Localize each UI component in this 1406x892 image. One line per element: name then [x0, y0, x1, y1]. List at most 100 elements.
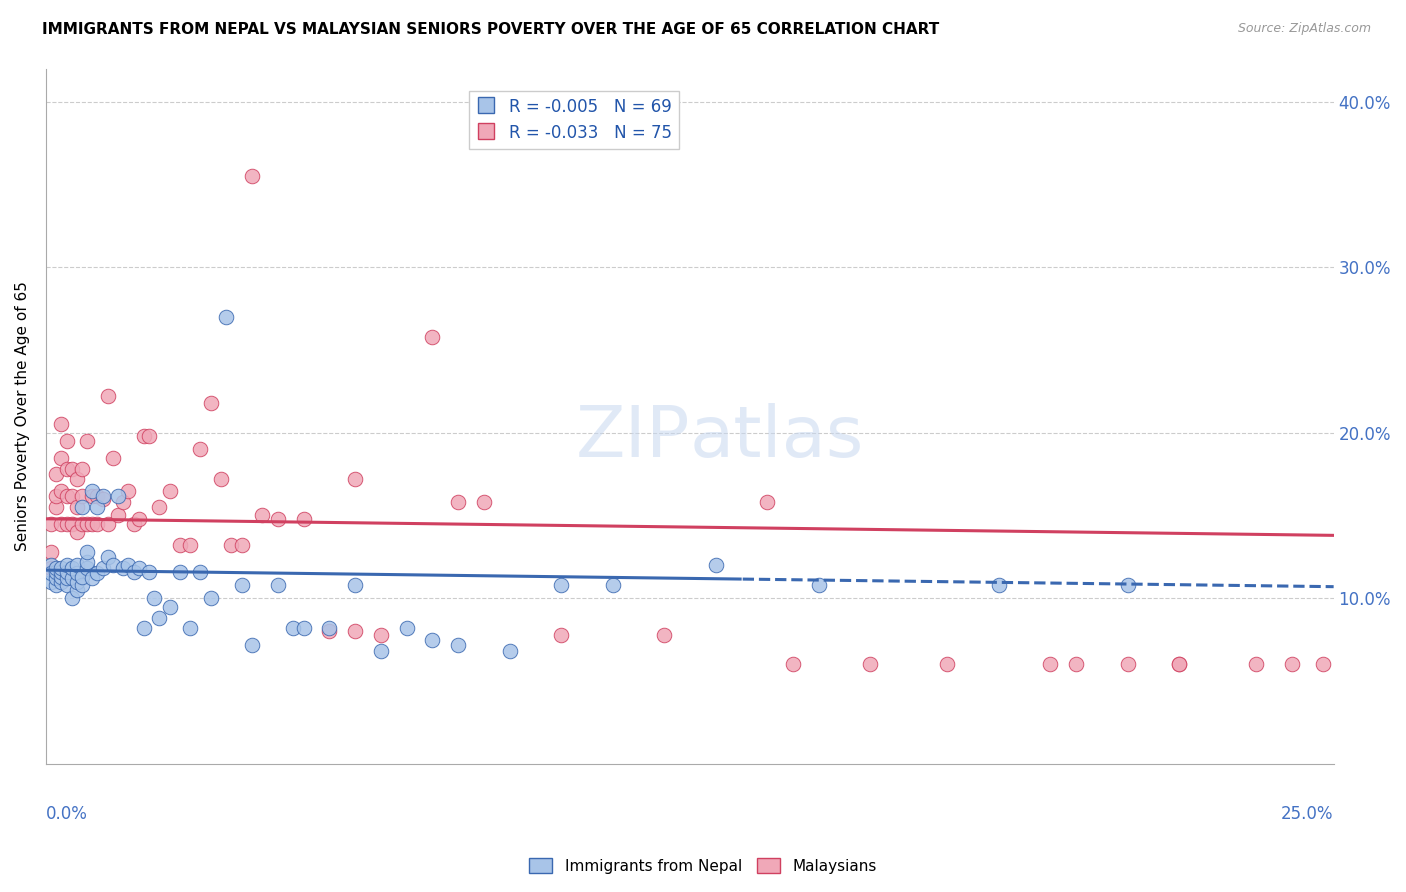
- Point: [1039, 657, 1062, 672]
- Point: [70, 516, 93, 531]
- Point: [60, 571, 83, 585]
- Point: [292, 621, 315, 635]
- Legend: Immigrants from Nepal, Malaysians: Immigrants from Nepal, Malaysians: [523, 852, 883, 880]
- Point: [51, 417, 73, 432]
- Point: [143, 591, 166, 606]
- Point: [66, 574, 89, 589]
- Point: [39, 545, 62, 559]
- Y-axis label: Seniors Poverty Over the Age of 65: Seniors Poverty Over the Age of 65: [15, 281, 30, 551]
- Point: [107, 489, 129, 503]
- Point: [101, 558, 124, 573]
- Point: [66, 558, 89, 573]
- Text: IMMIGRANTS FROM NEPAL VS MALAYSIAN SENIORS POVERTY OVER THE AGE OF 65 CORRELATIO: IMMIGRANTS FROM NEPAL VS MALAYSIAN SENIO…: [42, 22, 939, 37]
- Point: [179, 538, 201, 552]
- Point: [76, 555, 98, 569]
- Point: [86, 516, 108, 531]
- Point: [76, 516, 98, 531]
- Point: [267, 578, 290, 592]
- Point: [51, 570, 73, 584]
- Point: [602, 578, 624, 592]
- Point: [1281, 657, 1303, 672]
- Point: [70, 500, 93, 515]
- Point: [343, 624, 366, 639]
- Point: [60, 489, 83, 503]
- Text: 25.0%: 25.0%: [1281, 805, 1334, 823]
- Point: [859, 657, 882, 672]
- Point: [45, 578, 67, 592]
- Point: [215, 310, 238, 324]
- Point: [200, 396, 222, 410]
- Point: [782, 657, 804, 672]
- Point: [86, 566, 108, 581]
- Point: [447, 495, 470, 509]
- Point: [91, 491, 114, 506]
- Point: [55, 489, 77, 503]
- Point: [370, 628, 392, 642]
- Point: [420, 632, 443, 647]
- Point: [66, 566, 89, 581]
- Point: [138, 429, 160, 443]
- Point: [55, 434, 77, 448]
- Point: [51, 516, 73, 531]
- Point: [60, 591, 83, 606]
- Point: [39, 561, 62, 575]
- Point: [91, 489, 114, 503]
- Point: [472, 495, 495, 509]
- Point: [82, 571, 104, 585]
- Point: [128, 512, 150, 526]
- Point: [39, 558, 62, 573]
- Point: [101, 450, 124, 465]
- Point: [51, 574, 73, 589]
- Point: [318, 624, 340, 639]
- Point: [807, 578, 830, 592]
- Point: [39, 574, 62, 589]
- Point: [292, 512, 315, 526]
- Point: [756, 495, 779, 509]
- Point: [60, 561, 83, 575]
- Point: [1116, 657, 1139, 672]
- Point: [128, 561, 150, 575]
- Point: [39, 566, 62, 581]
- Point: [132, 429, 155, 443]
- Point: [55, 571, 77, 585]
- Point: [117, 483, 139, 498]
- Point: [231, 538, 253, 552]
- Point: [704, 558, 727, 573]
- Point: [200, 591, 222, 606]
- Point: [55, 462, 77, 476]
- Point: [70, 578, 93, 592]
- Point: [1168, 657, 1191, 672]
- Point: [45, 571, 67, 585]
- Point: [51, 565, 73, 579]
- Text: Source: ZipAtlas.com: Source: ZipAtlas.com: [1237, 22, 1371, 36]
- Point: [82, 483, 104, 498]
- Text: 0.0%: 0.0%: [46, 805, 87, 823]
- Point: [169, 565, 191, 579]
- Point: [252, 508, 274, 523]
- Point: [112, 561, 135, 575]
- Point: [45, 565, 67, 579]
- Point: [420, 329, 443, 343]
- Point: [55, 578, 77, 592]
- Point: [112, 495, 135, 509]
- Point: [318, 621, 340, 635]
- Point: [107, 508, 129, 523]
- Point: [209, 472, 232, 486]
- Point: [97, 516, 120, 531]
- Point: [45, 489, 67, 503]
- Point: [148, 611, 170, 625]
- Point: [267, 512, 290, 526]
- Point: [76, 434, 98, 448]
- Point: [55, 516, 77, 531]
- Point: [343, 472, 366, 486]
- Point: [652, 628, 675, 642]
- Point: [97, 549, 120, 564]
- Point: [550, 578, 572, 592]
- Point: [132, 621, 155, 635]
- Point: [169, 538, 191, 552]
- Point: [240, 638, 263, 652]
- Legend: R = -0.005   N = 69, R = -0.033   N = 75: R = -0.005 N = 69, R = -0.033 N = 75: [470, 91, 679, 149]
- Point: [66, 500, 89, 515]
- Point: [1312, 657, 1334, 672]
- Point: [51, 450, 73, 465]
